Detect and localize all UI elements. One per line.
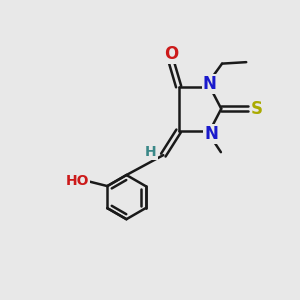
- Text: O: O: [164, 45, 178, 63]
- Text: N: N: [204, 125, 218, 143]
- Text: S: S: [250, 100, 262, 118]
- Text: N: N: [203, 75, 217, 93]
- Text: H: H: [145, 145, 157, 159]
- Text: S: S: [250, 100, 262, 118]
- Text: O: O: [164, 45, 178, 63]
- Text: N: N: [204, 125, 218, 143]
- Text: HO: HO: [65, 174, 89, 188]
- Text: HO: HO: [65, 174, 89, 188]
- Text: N: N: [203, 75, 217, 93]
- Text: H: H: [145, 145, 157, 159]
